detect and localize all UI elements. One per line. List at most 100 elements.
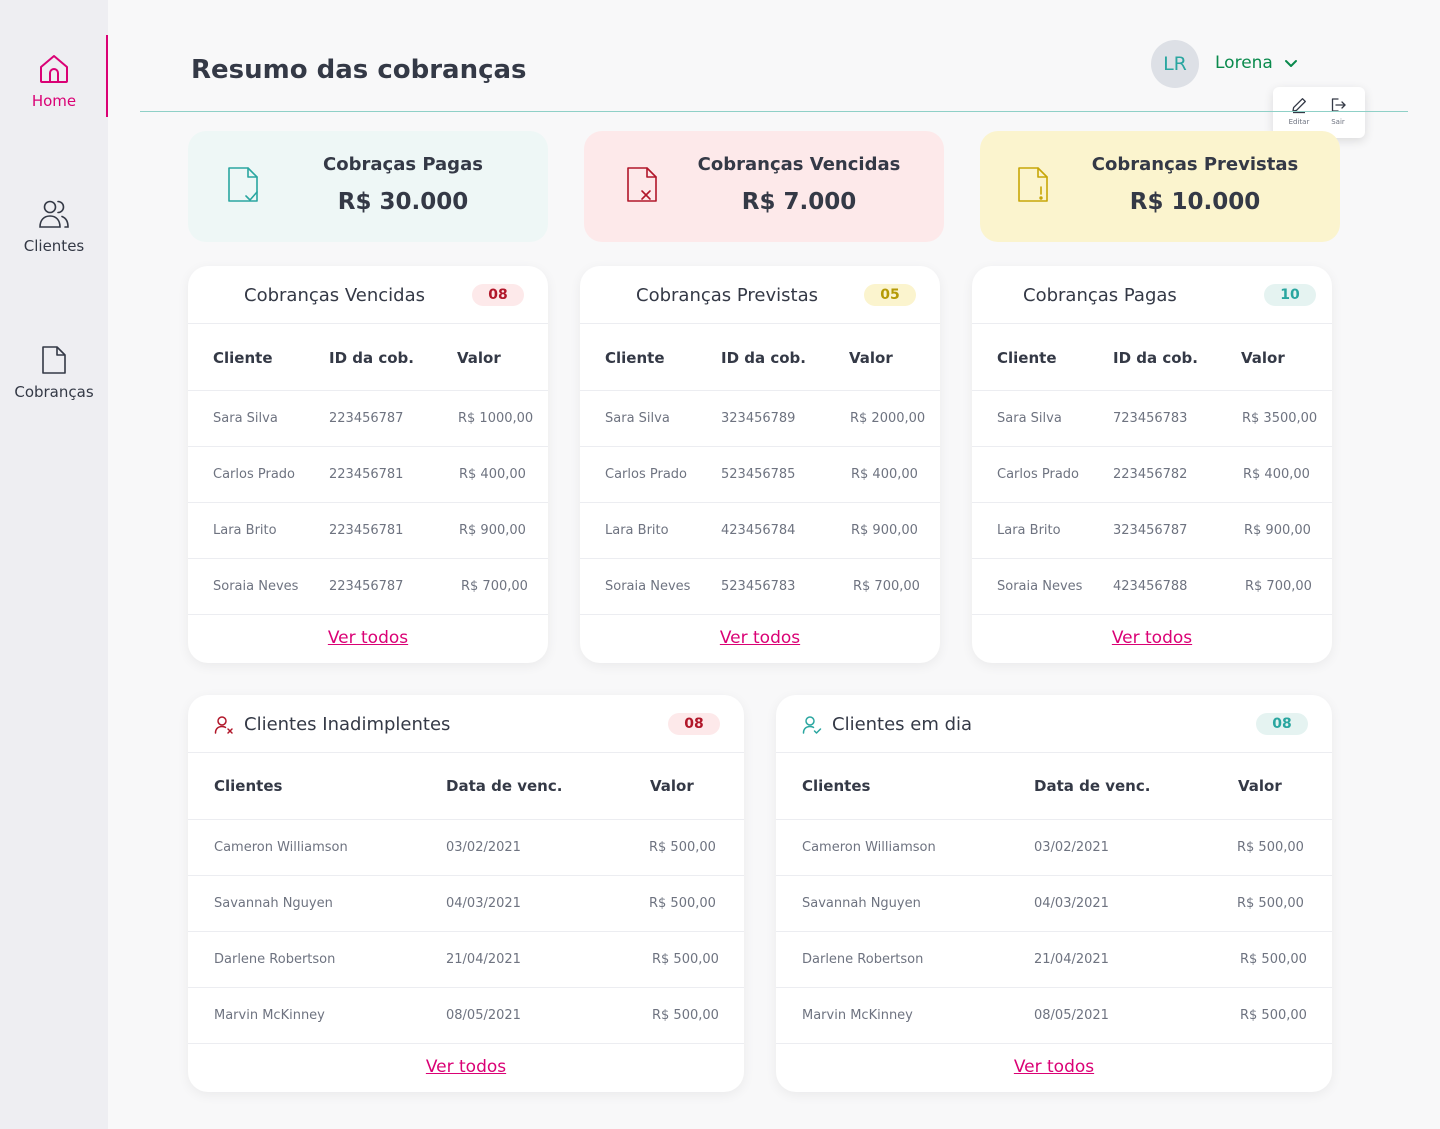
cell-due-date: 08/05/2021: [446, 1008, 521, 1023]
card-header: Clientes em dia 08: [776, 695, 1332, 753]
cell-due-date: 03/02/2021: [1034, 840, 1109, 855]
table-row[interactable]: Marvin McKinney 08/05/2021 R$ 500,00: [188, 987, 744, 1043]
cell-value: R$ 400,00: [1243, 467, 1310, 482]
cell-id: 223456787: [329, 579, 404, 594]
nav-item-clients[interactable]: Clientes: [0, 197, 108, 255]
cell-value: R$ 500,00: [1237, 840, 1304, 855]
card-title: Clientes em dia: [832, 714, 973, 735]
column-header: Cliente: [605, 349, 665, 367]
column-header: ID da cob.: [329, 349, 414, 367]
summary-value: R$ 7.000: [741, 189, 857, 215]
card-header: Cobranças Previstas 05: [580, 266, 940, 324]
nav-label-home: Home: [31, 92, 77, 110]
cell-id: 223456782: [1113, 467, 1188, 482]
see-all-link[interactable]: Ver todos: [327, 628, 409, 648]
table-row[interactable]: Darlene Robertson 21/04/2021 R$ 500,00: [776, 931, 1332, 987]
summary-value: R$ 30.000: [337, 189, 469, 215]
summary-card-paid: Cobraças Pagas R$ 30.000: [188, 131, 548, 242]
table-row[interactable]: Lara Brito 323456787 R$ 900,00: [972, 502, 1332, 558]
document-x-icon: [627, 167, 657, 202]
table-row[interactable]: Carlos Prado 523456785 R$ 400,00: [580, 446, 940, 502]
table-row[interactable]: Soraia Neves 423456788 R$ 700,00: [972, 558, 1332, 614]
column-header: Valor: [1238, 777, 1282, 795]
page-title: Resumo das cobranças: [191, 55, 527, 85]
cell-value: R$ 3500,00: [1242, 411, 1318, 426]
cell-value: R$ 900,00: [1244, 523, 1311, 538]
summary-title: Cobraças Pagas: [323, 154, 483, 175]
sidebar: Home Clientes Cobranças: [0, 0, 108, 1129]
cell-value: R$ 500,00: [1240, 952, 1307, 967]
table-row[interactable]: Sara Silva 723456783 R$ 3500,00: [972, 390, 1332, 446]
cell-client: Soraia Neves: [213, 579, 299, 594]
see-all-link[interactable]: Ver todos: [1013, 1057, 1095, 1077]
table-row[interactable]: Lara Brito 223456781 R$ 900,00: [188, 502, 548, 558]
column-header: ID da cob.: [721, 349, 806, 367]
cell-client: Sara Silva: [997, 411, 1062, 426]
table-row[interactable]: Savannah Nguyen 04/03/2021 R$ 500,00: [188, 875, 744, 931]
row-divider: [580, 614, 940, 615]
table-row[interactable]: Lara Brito 423456784 R$ 900,00: [580, 502, 940, 558]
table-row[interactable]: Carlos Prado 223456781 R$ 400,00: [188, 446, 548, 502]
summary-card-overdue: Cobranças Vencidas R$ 7.000: [584, 131, 944, 242]
nav-label-clients: Clientes: [23, 237, 85, 255]
cell-due-date: 04/03/2021: [446, 896, 521, 911]
table-row[interactable]: Darlene Robertson 21/04/2021 R$ 500,00: [188, 931, 744, 987]
summary-title: Cobranças Vencidas: [697, 154, 901, 175]
table-row[interactable]: Sara Silva 323456789 R$ 2000,00: [580, 390, 940, 446]
see-all-link[interactable]: Ver todos: [719, 628, 801, 648]
cell-id: 423456784: [721, 523, 796, 538]
cell-client: Cameron Williamson: [214, 840, 348, 855]
table-row[interactable]: Savannah Nguyen 04/03/2021 R$ 500,00: [776, 875, 1332, 931]
cell-client: Marvin McKinney: [802, 1008, 913, 1023]
cell-id: 723456783: [1113, 411, 1188, 426]
logout-label: Sair: [1331, 118, 1345, 126]
row-divider: [776, 1043, 1332, 1044]
avatar[interactable]: LR: [1151, 40, 1199, 88]
cell-value: R$ 1000,00: [458, 411, 534, 426]
cell-client: Lara Brito: [213, 523, 277, 538]
pencil-icon: [1292, 98, 1306, 114]
table-row[interactable]: Sara Silva 223456787 R$ 1000,00: [188, 390, 548, 446]
user-x-icon: [214, 716, 233, 734]
cell-id: 423456788: [1113, 579, 1188, 594]
card-title: Clientes Inadimplentes: [244, 714, 451, 735]
table-row[interactable]: Soraia Neves 523456783 R$ 700,00: [580, 558, 940, 614]
cell-value: R$ 500,00: [649, 840, 716, 855]
table-row[interactable]: Cameron Williamson 03/02/2021 R$ 500,00: [776, 819, 1332, 875]
chevron-down-icon[interactable]: [1283, 56, 1299, 72]
count-badge: 10: [1264, 284, 1316, 306]
table-row[interactable]: Soraia Neves 223456787 R$ 700,00: [188, 558, 548, 614]
table-row[interactable]: Marvin McKinney 08/05/2021 R$ 500,00: [776, 987, 1332, 1043]
column-header: Data de venc.: [446, 777, 563, 795]
cell-client: Soraia Neves: [605, 579, 691, 594]
table-row[interactable]: Carlos Prado 223456782 R$ 400,00: [972, 446, 1332, 502]
row-divider: [188, 614, 548, 615]
column-header: Valor: [650, 777, 694, 795]
home-icon: [40, 55, 68, 83]
cell-value: R$ 700,00: [853, 579, 920, 594]
table-row[interactable]: Cameron Williamson 03/02/2021 R$ 500,00: [188, 819, 744, 875]
edit-button[interactable]: Editar: [1279, 96, 1319, 126]
cell-id: 223456781: [329, 523, 404, 538]
count-badge: 08: [472, 284, 524, 306]
column-header: ID da cob.: [1113, 349, 1198, 367]
count-badge: 05: [864, 284, 916, 306]
row-divider: [188, 1043, 744, 1044]
column-header: Cliente: [213, 349, 273, 367]
card-header: Cobranças Vencidas 08: [188, 266, 548, 324]
card-title: Cobranças Previstas: [636, 285, 818, 306]
column-header: Data de venc.: [1034, 777, 1151, 795]
cell-id: 323456789: [721, 411, 796, 426]
row-divider: [972, 614, 1332, 615]
cell-due-date: 08/05/2021: [1034, 1008, 1109, 1023]
nav-item-home[interactable]: Home: [0, 35, 108, 117]
see-all-link[interactable]: Ver todos: [425, 1057, 507, 1077]
user-name[interactable]: Lorena: [1215, 53, 1273, 73]
cell-due-date: 04/03/2021: [1034, 896, 1109, 911]
edit-label: Editar: [1288, 118, 1310, 126]
nav-item-billing[interactable]: Cobranças: [0, 343, 108, 401]
cell-value: R$ 700,00: [1245, 579, 1312, 594]
see-all-link[interactable]: Ver todos: [1111, 628, 1193, 648]
cell-value: R$ 500,00: [1240, 1008, 1307, 1023]
cell-client: Sara Silva: [605, 411, 670, 426]
